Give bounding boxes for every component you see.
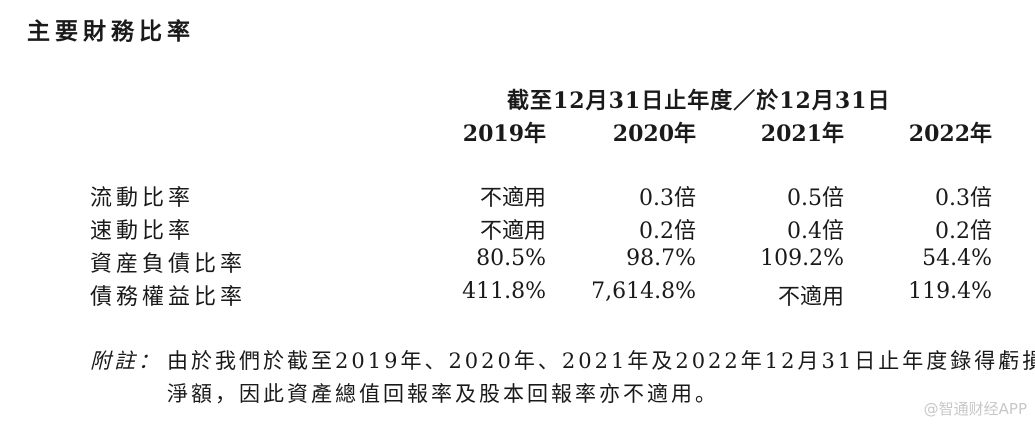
period-header: 截至12月31日止年度／於12月31日: [507, 88, 891, 114]
table-cell: 0.3倍: [639, 186, 696, 211]
row-label-quick-ratio: 速動比率: [90, 219, 195, 244]
table-cell: 80.5%: [476, 246, 546, 271]
table-cell: 98.7%: [626, 246, 696, 271]
note-label: 附註：: [90, 349, 162, 373]
watermark: @智通财经APP: [923, 400, 1027, 418]
year-header-2020: 2020年: [612, 121, 696, 147]
year-header-2022: 2022年: [908, 121, 992, 147]
table-cell: 0.4倍: [787, 219, 844, 244]
table-cell: 109.2%: [760, 246, 844, 271]
row-label-debt-equity-ratio: 債務權益比率: [90, 285, 247, 310]
year-header-2019: 2019年: [462, 121, 546, 147]
table-cell: 411.8%: [462, 279, 546, 304]
section-title: 主要財務比率: [27, 19, 195, 45]
table-cell: 7,614.8%: [591, 279, 696, 304]
table-cell: 0.5倍: [787, 186, 844, 211]
row-label-current-ratio: 流動比率: [90, 186, 195, 211]
table-cell: 不適用: [479, 186, 546, 211]
table-cell: 0.2倍: [639, 219, 696, 244]
year-header-2021: 2021年: [760, 121, 844, 147]
table-cell: 0.2倍: [935, 219, 992, 244]
table-cell: 119.4%: [908, 279, 992, 304]
table-cell: 不適用: [777, 285, 844, 310]
table-cell: 不適用: [479, 219, 546, 244]
row-label-gearing-ratio: 資産負債比率: [90, 252, 247, 277]
note-text-line-2: 淨額，因此資產總值回報率及股本回報率亦不適用。: [167, 382, 719, 406]
note-text-line-1: 由於我們於截至2019年、2020年、2021年及2022年12月31日止年度錄…: [167, 349, 1035, 373]
table-cell: 54.4%: [922, 246, 992, 271]
table-cell: 0.3倍: [935, 186, 992, 211]
